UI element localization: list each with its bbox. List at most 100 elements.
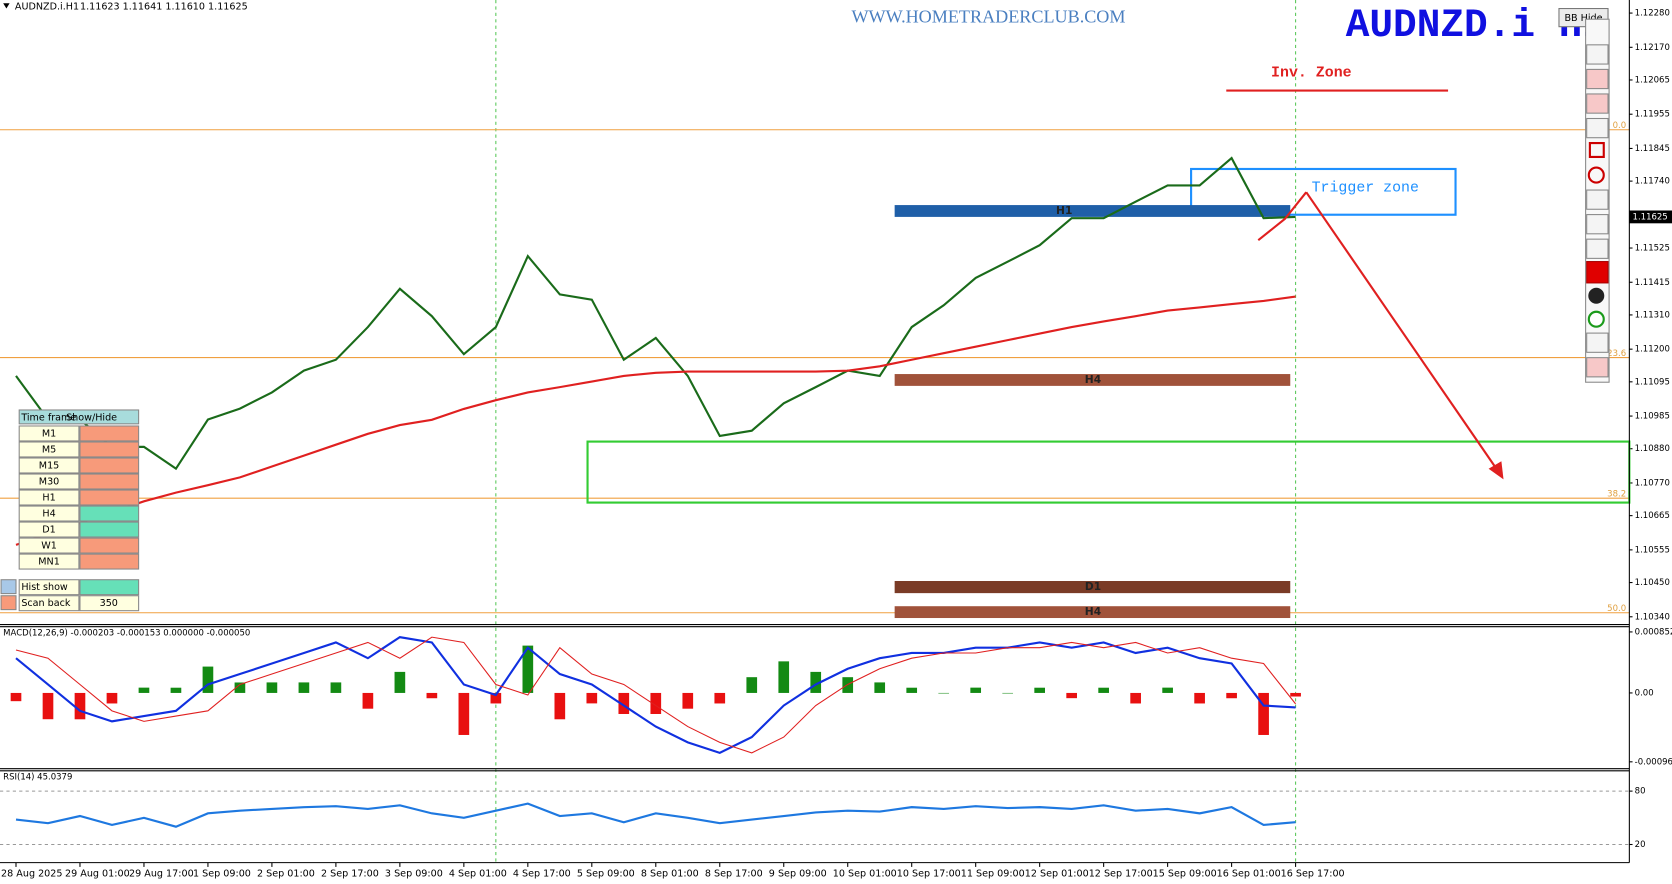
tf-toggle[interactable] (79, 489, 140, 506)
histogram-bar (906, 687, 918, 693)
tf-toggle[interactable] (79, 521, 140, 538)
tf-label: H4 (42, 509, 55, 520)
current-price-tag (1629, 210, 1672, 224)
x-tick-label: 29 Aug 17:00 (129, 868, 194, 879)
y-tick-label: 1.11310 (1635, 310, 1670, 320)
histogram-bar (234, 682, 246, 693)
zone-label: Trigger zone (1312, 181, 1419, 197)
y-tick-label: 0.000852 (1635, 627, 1672, 637)
hist-toggle[interactable] (79, 579, 140, 596)
fib-label: 0.0 (1613, 121, 1627, 131)
histogram-bar (490, 692, 502, 704)
zone (894, 374, 1291, 386)
zone (894, 606, 1291, 619)
y-tick-label: 1.11845 (1635, 144, 1670, 154)
series-line (15, 156, 1296, 471)
tf-label: D1 (42, 525, 55, 536)
tool-button[interactable] (1586, 68, 1609, 90)
y-tick-label: 1.11095 (1635, 377, 1670, 387)
histogram-bar (970, 687, 982, 693)
tool-color[interactable] (1586, 261, 1609, 284)
histogram-bar (1130, 692, 1141, 704)
histogram-bar (554, 692, 566, 720)
y-tick-label: 1.12280 (1635, 9, 1670, 19)
histogram-bar (458, 692, 470, 735)
series-line (15, 295, 1296, 546)
histogram-bar (1194, 692, 1205, 704)
y-tick-label: 1.12065 (1635, 75, 1670, 85)
zone-label: H4 (1085, 373, 1101, 386)
histogram-bar (1226, 692, 1237, 699)
tool-button[interactable] (1586, 357, 1609, 378)
histogram-bar (1258, 692, 1269, 735)
x-tick-label: 2 Sep 17:00 (321, 868, 379, 879)
y-tick-label: 1.11525 (1635, 244, 1670, 254)
tf-label: M15 (39, 460, 59, 471)
tool-button[interactable] (1586, 332, 1609, 353)
tool-button[interactable] (1586, 117, 1609, 139)
zone-label: D1 (1085, 580, 1101, 593)
y-tick-label: 1.10665 (1635, 511, 1670, 521)
histogram-bar (106, 692, 118, 704)
zone (1190, 167, 1457, 216)
x-tick-label: 29 Aug 01:00 (65, 868, 130, 879)
tool-button[interactable] (1588, 287, 1605, 304)
histogram-bar (426, 692, 438, 699)
x-tick-label: 4 Sep 01:00 (449, 868, 507, 879)
zone (894, 580, 1291, 594)
histogram-bar (298, 682, 310, 693)
bb-hide-label[interactable]: BB Hide (1564, 13, 1602, 24)
scan-value: 350 (100, 598, 118, 609)
tf-cell (18, 489, 80, 506)
tf-label: M30 (39, 476, 59, 487)
histogram-bar (202, 666, 214, 693)
tf-label: M5 (42, 444, 56, 455)
symbol: AUDNZD.i.H1 (15, 1, 79, 12)
x-tick-label: 28 Aug 2025 (1, 868, 62, 879)
tf-label: MN1 (38, 557, 60, 568)
tf-label: H1 (42, 493, 55, 504)
x-tick-label: 8 Sep 17:00 (705, 868, 763, 879)
tool-button[interactable] (1586, 93, 1609, 114)
panel-icon (0, 579, 17, 595)
series-line (15, 636, 1296, 755)
arrow-head (1488, 461, 1504, 480)
tool-button[interactable] (1586, 238, 1609, 259)
tool-rectangle[interactable] (1588, 141, 1605, 159)
tf-toggle[interactable] (79, 537, 140, 554)
y-tick-label: 1.11740 (1635, 177, 1670, 187)
y-tick-label: 1.10880 (1635, 444, 1670, 454)
scan-input[interactable] (79, 595, 140, 612)
y-tick-label: 1.11955 (1635, 110, 1670, 120)
tf-toggle[interactable] (79, 505, 140, 522)
tool-button[interactable] (1586, 189, 1609, 210)
tool-button[interactable] (1586, 214, 1609, 235)
fib-label: 38.2 (1607, 489, 1626, 499)
panel-icon (0, 595, 17, 611)
y-tick-label: 1.10770 (1635, 478, 1670, 488)
series-line (15, 636, 1297, 754)
x-tick-label: 16 Sep 01:00 (1217, 868, 1281, 879)
tf-toggle[interactable] (79, 425, 140, 442)
histogram-bar (74, 692, 86, 720)
tool-button[interactable] (1586, 44, 1609, 65)
x-tick-label: 10 Sep 01:00 (833, 868, 897, 879)
tf-toggle[interactable] (79, 473, 140, 490)
hist-cell (18, 579, 80, 596)
tf-toggle[interactable] (79, 553, 140, 570)
plot-layer: 28 Aug 2025 29 Aug 01:00 29 Aug 17:00 1 Sep… (0, 9, 1672, 879)
x-tick-label: 12 Sep 17:00 (1089, 868, 1153, 879)
histogram-bar (1098, 687, 1109, 693)
inv-zone-label: Inv. Zone (1271, 65, 1352, 81)
x-tick-label: 11 Sep 09:00 (961, 868, 1025, 879)
current-price-label: 1.11625 (1633, 212, 1668, 222)
tf-toggle[interactable] (79, 457, 140, 474)
panel-header-label: Show/Hide (66, 412, 117, 423)
tf-toggle[interactable] (79, 441, 140, 458)
tool-ellipse[interactable] (1587, 166, 1605, 184)
tool-clock[interactable] (1587, 310, 1605, 328)
menu-icon[interactable] (3, 3, 10, 9)
y-tick-label: 1.11415 (1635, 278, 1670, 288)
x-tick-label: 15 Sep 09:00 (1153, 868, 1217, 879)
